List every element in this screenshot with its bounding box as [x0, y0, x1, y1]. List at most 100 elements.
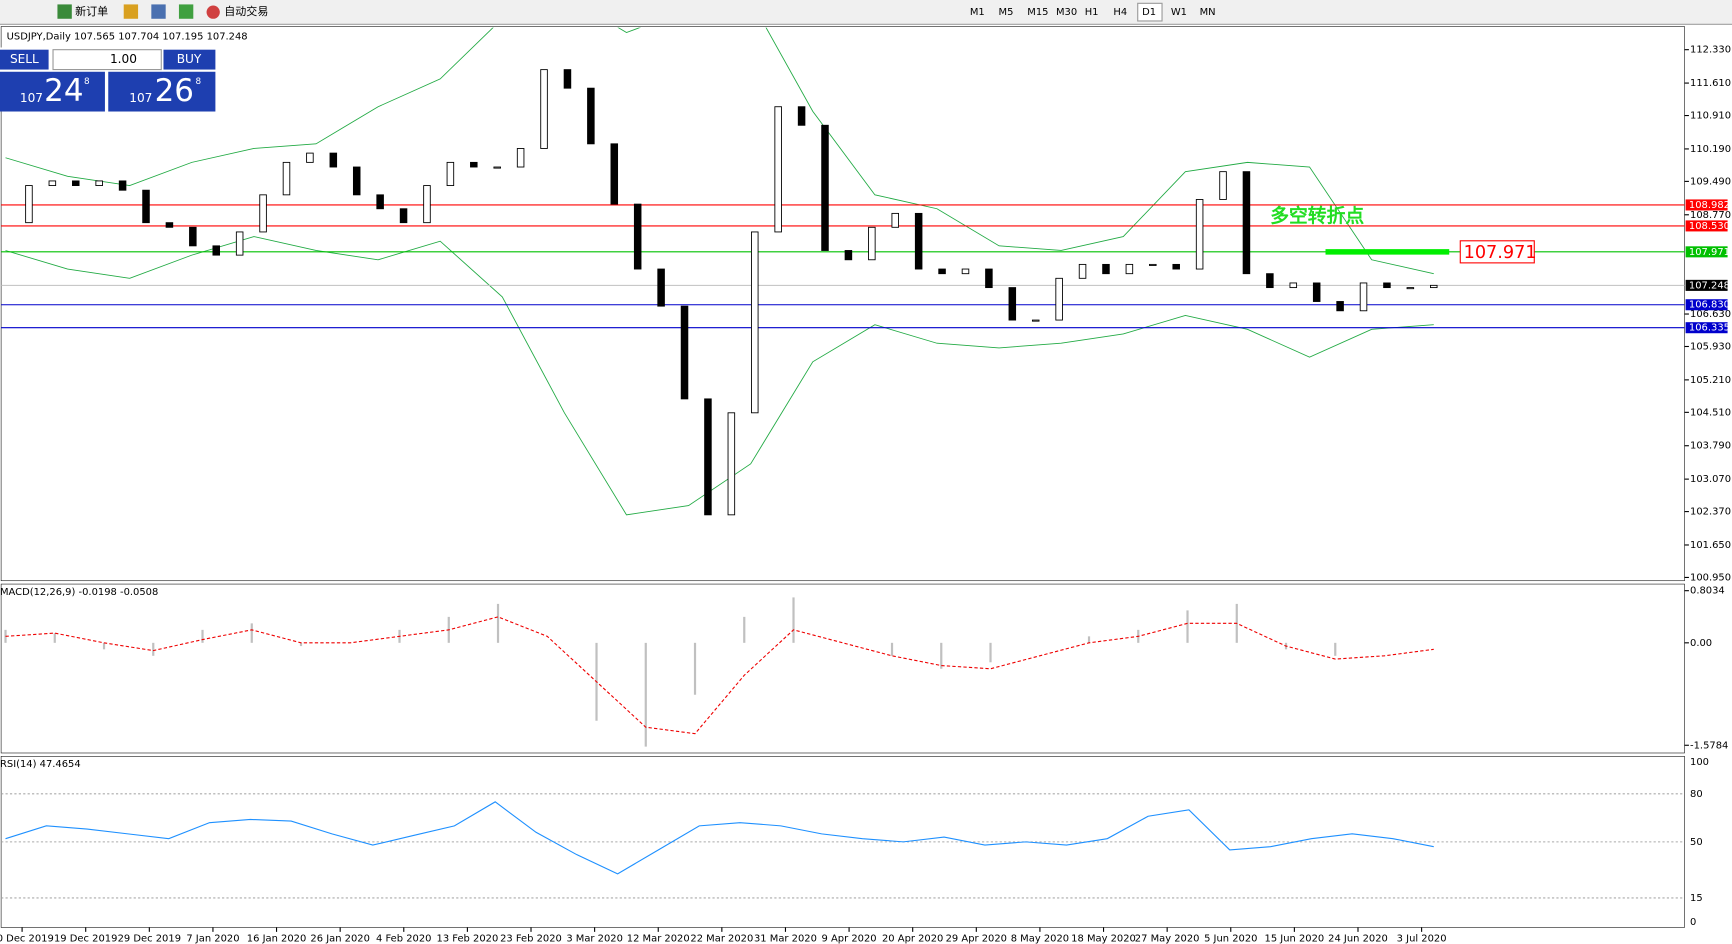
x-tick-label: 5 Jun 2020: [1204, 933, 1257, 944]
candle: [1430, 284, 1438, 289]
y-tick-label: 110.910: [1690, 111, 1731, 122]
timeframe-button[interactable]: W1: [1171, 7, 1187, 18]
candle: [1406, 287, 1415, 290]
macd-tick-label: 0.00: [1690, 638, 1712, 649]
level-tag: [1685, 299, 1728, 311]
y-tick-label: 101.650: [1690, 540, 1731, 551]
candle: [1383, 282, 1391, 289]
y-tick-label: 103.070: [1690, 474, 1731, 485]
y-tick-label: 104.510: [1690, 407, 1731, 418]
bid-box[interactable]: [0, 71, 105, 112]
new-order-button[interactable]: 新订单: [75, 4, 108, 18]
timeframe-button[interactable]: MN: [1200, 7, 1216, 18]
lots-value[interactable]: 1.00: [110, 52, 137, 66]
candle: [1172, 263, 1180, 270]
auto-trading-icon[interactable]: [206, 5, 220, 19]
y-tick-label: 108.770: [1690, 210, 1731, 221]
x-tick-label: 16 Jan 2020: [247, 933, 306, 944]
timeframe-bar: M1 M5 M15 M30 H1 H4 D1 W1 MN: [970, 2, 1216, 22]
candle: [1195, 199, 1204, 270]
candle: [1125, 263, 1134, 275]
x-tick-label: 7 Jan 2020: [186, 933, 239, 944]
candle: [399, 208, 408, 224]
timeframe-button[interactable]: M15: [1027, 7, 1048, 18]
macd-panel: [0, 583, 1685, 754]
candle: [72, 180, 80, 187]
candle: [1312, 282, 1321, 302]
buy-label[interactable]: BUY: [177, 52, 202, 66]
toolbar-icon[interactable]: [123, 4, 139, 19]
candle: [844, 250, 853, 261]
bollinger-band: [5, 236, 1434, 516]
level-label: 108.982: [1689, 200, 1730, 211]
bid-big: 107: [20, 91, 43, 105]
candle: [189, 226, 197, 247]
pivot-label: 107.971: [1464, 243, 1537, 263]
x-tick-label: 18 May 2020: [1071, 933, 1136, 944]
x-tick-label: 3 Jul 2020: [1397, 933, 1447, 944]
level-tag: [1685, 199, 1728, 211]
candle: [610, 143, 619, 205]
rsi-tick-label: 100: [1690, 757, 1709, 768]
candle: [587, 87, 595, 145]
y-tick-label: 102.370: [1690, 507, 1731, 518]
candle: [1289, 282, 1298, 289]
timeframe-button[interactable]: M30: [1056, 7, 1077, 18]
y-tick-label: 110.190: [1690, 144, 1731, 155]
buy-button[interactable]: [163, 49, 216, 70]
auto-trading-button[interactable]: 自动交易: [224, 4, 268, 18]
candle: [142, 189, 150, 224]
new-order-icon[interactable]: [57, 4, 72, 19]
y-tick-label: 105.930: [1690, 341, 1731, 352]
level-label: 107.971: [1689, 247, 1730, 258]
macd-tick-label: -1.5784: [1690, 740, 1728, 751]
candle: [376, 194, 384, 210]
bid-main: 24: [44, 73, 83, 109]
x-tick-label: 22 Mar 2020: [690, 933, 753, 944]
rsi-tick-label: 0: [1690, 917, 1696, 928]
current-price-tag: [1685, 279, 1728, 291]
candle: [1055, 277, 1063, 321]
candle: [306, 152, 314, 163]
candle: [48, 180, 57, 187]
level-label: 106.335: [1689, 323, 1730, 334]
rsi-tick-label: 80: [1690, 789, 1703, 800]
x-tick-label: 4 Feb 2020: [376, 933, 431, 944]
toolbar-icon[interactable]: [151, 4, 166, 19]
y-tick-label: 106.630: [1690, 309, 1731, 320]
candle: [751, 231, 759, 414]
candle: [868, 226, 876, 261]
x-tick-label: 29 Dec 2019: [118, 933, 181, 944]
timeframe-button[interactable]: M5: [999, 7, 1014, 18]
timeframe-button[interactable]: D1: [1142, 7, 1156, 18]
current-price-label: 107.248: [1689, 280, 1730, 291]
sell-label[interactable]: SELL: [10, 52, 39, 66]
candle: [704, 398, 712, 516]
candle: [821, 124, 829, 251]
toolbar-icon[interactable]: [178, 4, 194, 19]
ask-box[interactable]: [108, 71, 216, 112]
timeframe-button[interactable]: M1: [970, 7, 985, 18]
timeframe-button[interactable]: H1: [1085, 7, 1099, 18]
x-tick-label: 29 Apr 2020: [946, 933, 1007, 944]
candle: [1149, 263, 1157, 266]
candle: [329, 152, 338, 168]
candle: [633, 203, 642, 270]
rsi-tick-label: 50: [1690, 837, 1703, 848]
y-tick-label: 111.610: [1690, 78, 1731, 89]
candle: [165, 222, 174, 228]
candle: [1219, 171, 1227, 200]
lots-input[interactable]: [52, 49, 162, 71]
sell-button[interactable]: [0, 49, 49, 70]
x-tick-label: 12 Mar 2020: [627, 933, 690, 944]
rsi-title: RSI(14) 47.4654: [0, 759, 81, 770]
y-tick-label: 112.330: [1690, 45, 1731, 56]
level-tag: [1685, 220, 1728, 232]
candle: [212, 245, 221, 256]
candle: [470, 161, 478, 168]
y-tick-label: 109.490: [1690, 176, 1731, 187]
ask-big: 107: [129, 91, 152, 105]
timeframe-button[interactable]: H4: [1113, 7, 1127, 18]
